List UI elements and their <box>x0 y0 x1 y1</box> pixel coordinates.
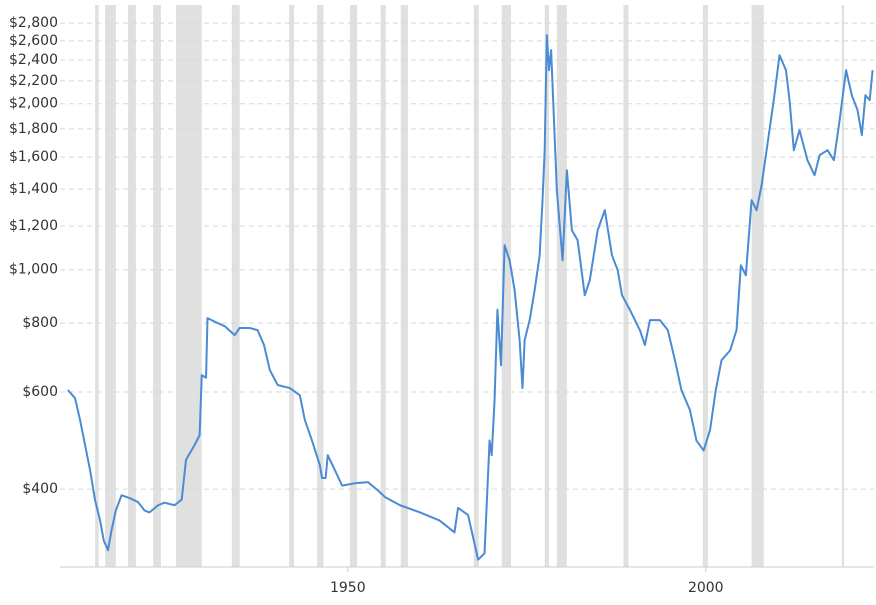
recession-band <box>317 5 324 567</box>
y-tick-label: $2,400 <box>9 52 58 68</box>
recession-band <box>128 5 136 567</box>
recession-band <box>841 5 844 567</box>
recession-band <box>473 5 479 567</box>
y-tick-label: $1,400 <box>9 181 58 197</box>
price-line <box>67 34 874 561</box>
recession-band <box>231 5 240 567</box>
recession-band <box>349 5 358 567</box>
y-tick-label: $800 <box>22 315 58 331</box>
y-tick-label: $1,200 <box>9 218 58 234</box>
recession-band <box>751 5 764 567</box>
recession-band <box>380 5 386 567</box>
recession-band <box>400 5 408 567</box>
recession-band <box>105 5 116 567</box>
recession-band <box>501 5 512 567</box>
x-tick-label: 2000 <box>688 580 724 596</box>
y-tick-label: $2,200 <box>9 73 58 89</box>
recession-band <box>702 5 708 567</box>
recession-band <box>95 5 99 567</box>
y-tick-label: $1,600 <box>9 149 58 165</box>
y-tick-label: $2,000 <box>9 96 58 112</box>
recession-band <box>556 5 567 567</box>
y-tick-label: $400 <box>22 481 58 497</box>
recession-band <box>544 5 549 567</box>
recession-band <box>175 5 202 567</box>
y-tick-label: $1,000 <box>9 262 58 278</box>
y-tick-label: $2,800 <box>9 15 58 31</box>
recession-band <box>153 5 161 567</box>
recession-band <box>623 5 629 567</box>
y-tick-label: $600 <box>22 384 58 400</box>
recession-band <box>289 5 295 567</box>
y-tick-label: $1,800 <box>9 121 58 137</box>
x-tick-label: 1950 <box>330 580 366 596</box>
y-tick-label: $2,600 <box>9 33 58 49</box>
